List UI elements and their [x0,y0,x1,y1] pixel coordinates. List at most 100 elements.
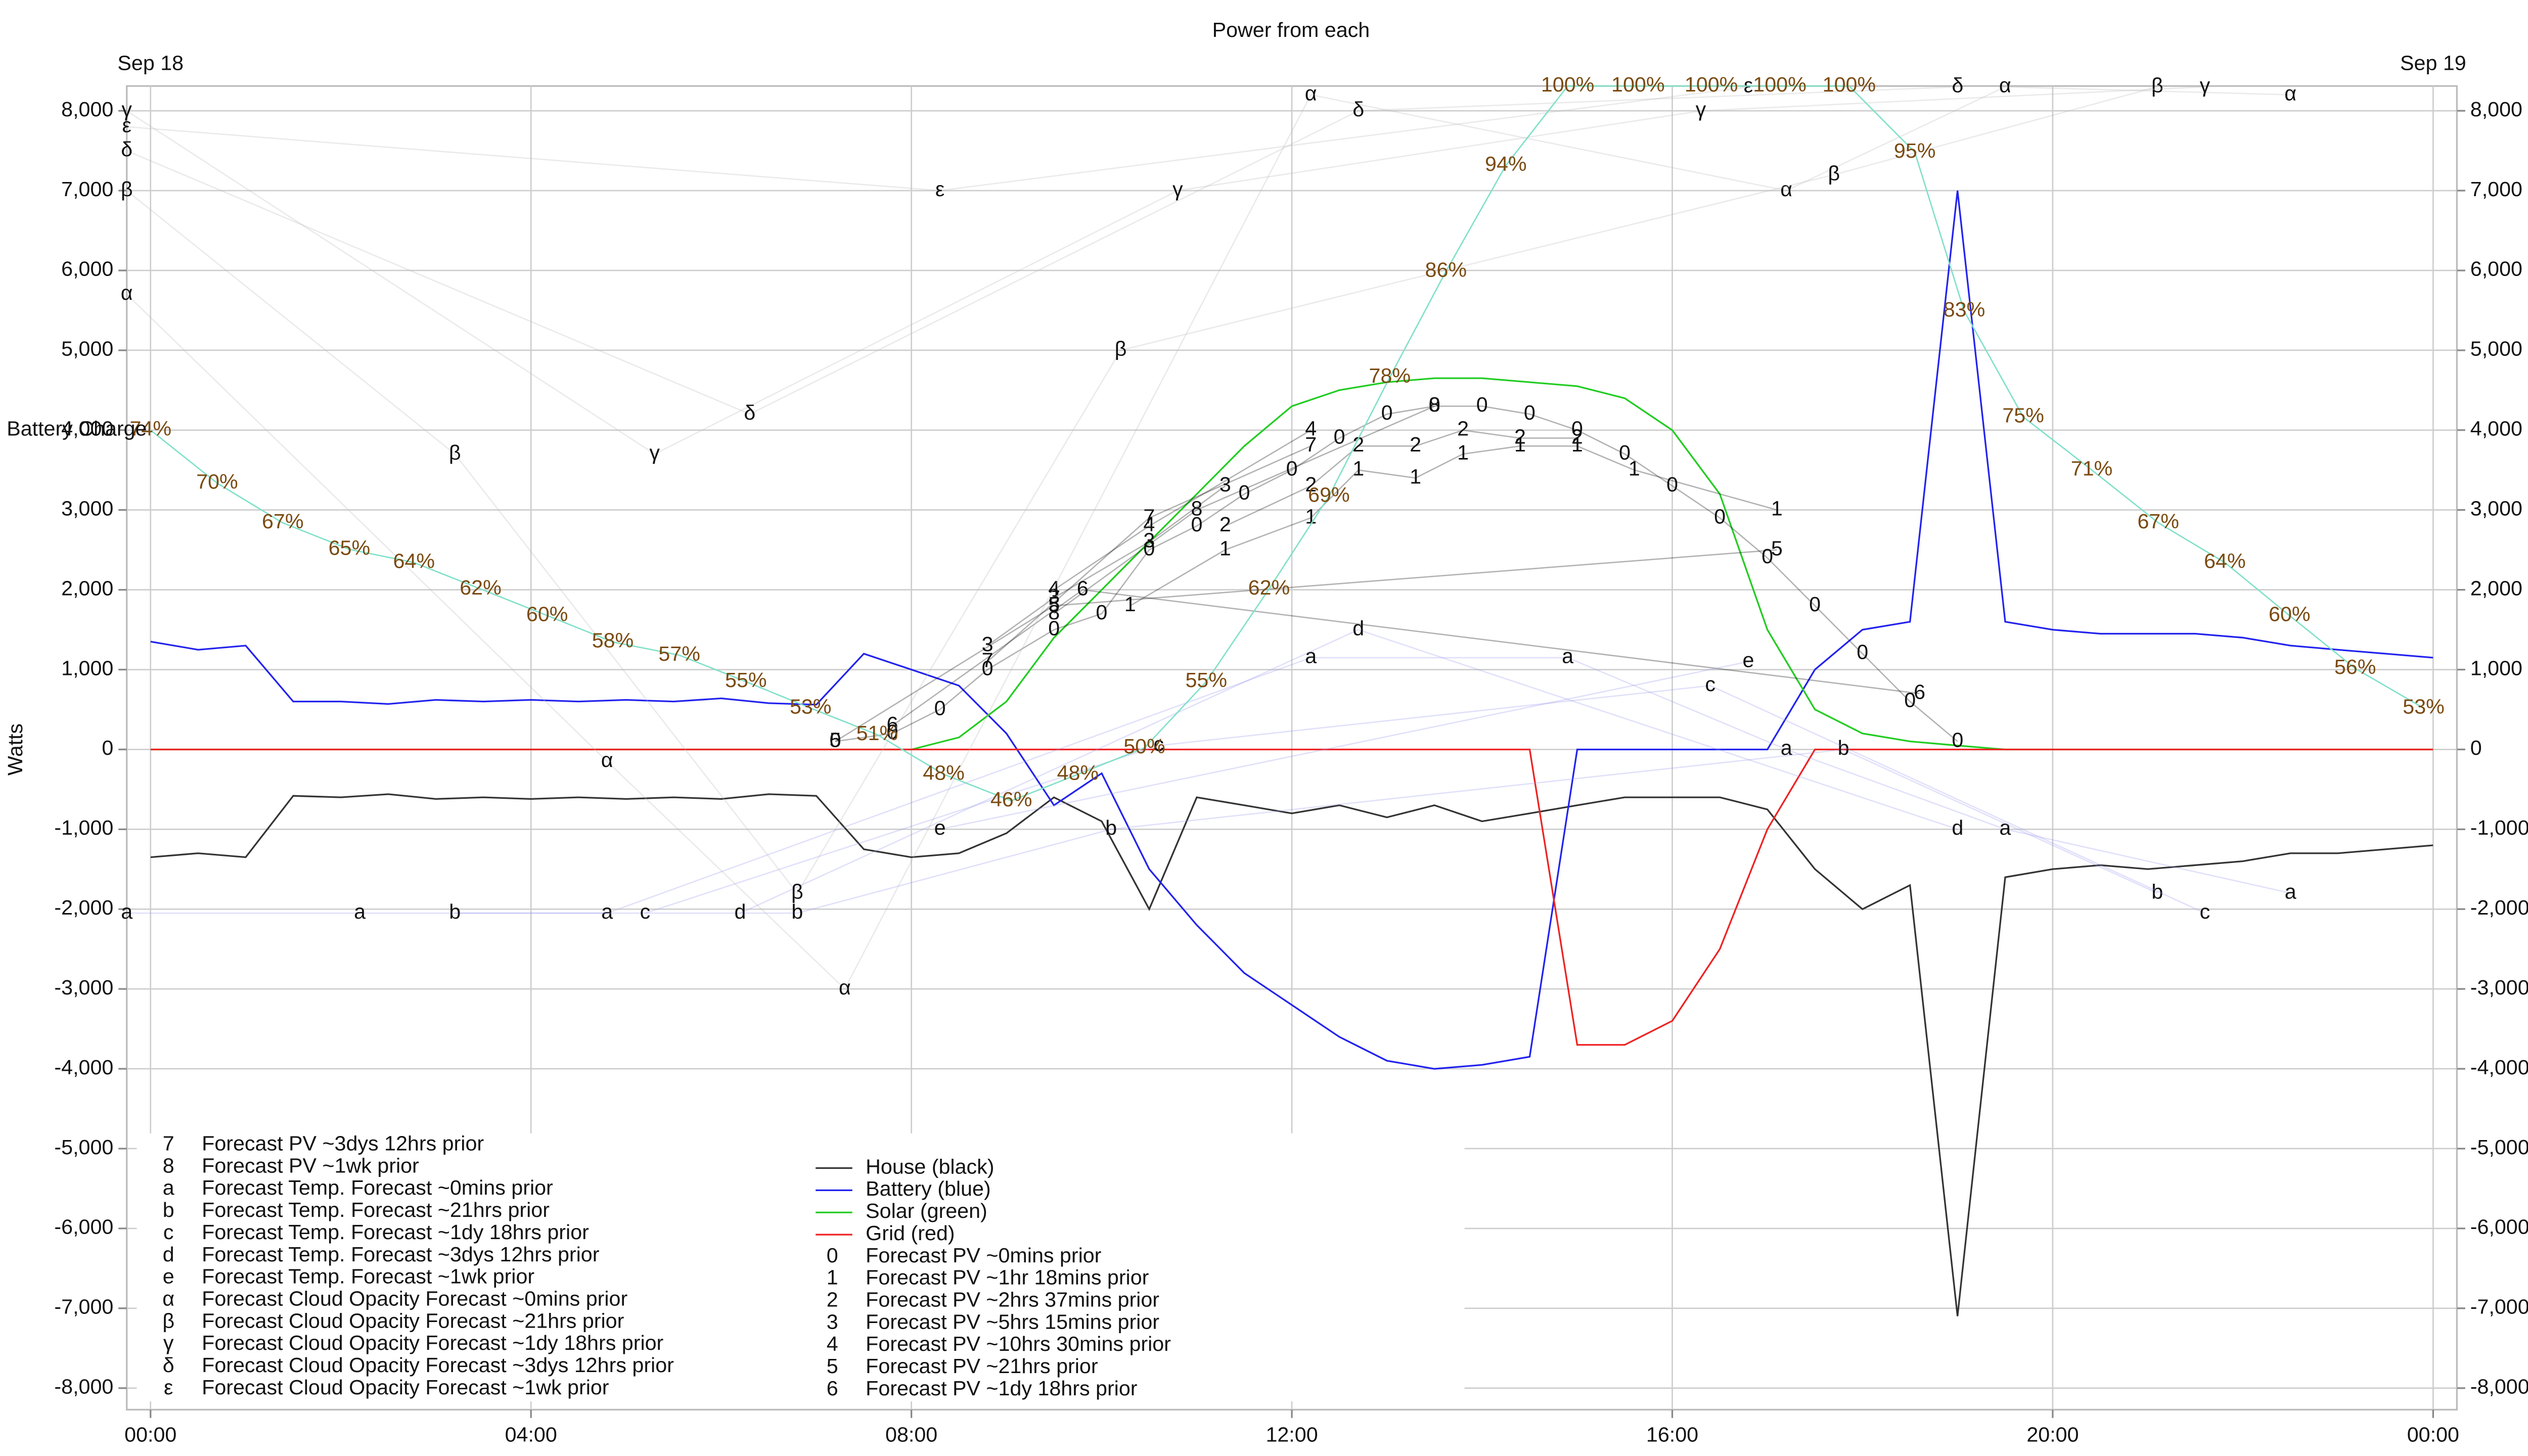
battery-charge-label: 95% [1894,139,1936,162]
legend-symbol: 1 [827,1266,838,1289]
y-tick-label: 6,000 [61,257,113,281]
y-tick-label: -4,000 [54,1056,113,1079]
y2-tick-label: -8,000 [2470,1375,2528,1398]
forecast-point: b [1105,816,1117,839]
forecast-line [645,685,2205,914]
forecast-point: 0 [1096,601,1107,624]
legend-label: Forecast Cloud Opacity Forecast ~3dys 12… [202,1353,674,1377]
forecast-point: 0 [1381,401,1393,424]
forecast-point: β [1115,337,1127,360]
y-tick-label: 0 [102,736,113,759]
battery-charge-label: 100% [1753,73,1806,96]
forecast-point: γ [649,441,660,464]
battery-charge-label: 62% [1248,576,1290,599]
forecast-point: a [601,900,613,923]
forecast-point: 0 [1952,729,1963,752]
legend-symbol: 4 [827,1332,838,1355]
forecast-point: 7 [1305,433,1317,456]
forecast-line [126,657,2291,914]
legend-symbol: α [162,1287,174,1310]
legend-label: Forecast Temp. Forecast ~0mins prior [202,1176,553,1199]
legend-label: Forecast PV ~0mins prior [866,1244,1101,1267]
y2-tick-label: 1,000 [2470,656,2522,679]
legend-symbol: 8 [163,1154,174,1177]
battery-charge-label: 48% [923,761,965,785]
forecast-point: δ [1352,98,1364,121]
y2-tick-label: 2,000 [2470,577,2522,600]
forecast-point: 2 [1220,513,1231,536]
legend-symbol: ε [164,1376,173,1399]
legend-label: Forecast PV ~5hrs 15mins prior [866,1310,1159,1333]
forecast-point: 4 [1048,577,1060,600]
forecast-point: 1 [1305,505,1317,528]
forecast-point: c [2200,900,2210,923]
forecast-point: 6 [1914,680,1925,704]
legend-label: Solar (green) [866,1199,987,1222]
battery-charge-label: 55% [725,668,767,692]
forecast-line [835,549,1777,742]
y2-tick-label: -1,000 [2470,816,2528,839]
forecast-line [126,86,2205,455]
forecast-point: 0 [1048,617,1060,640]
legend-symbol: a [163,1176,174,1199]
legend-symbol: 5 [827,1354,838,1378]
y-tick-label: -3,000 [54,976,113,999]
battery-charge-line [150,85,2424,802]
battery-charge-label: 53% [2403,695,2445,718]
legend-symbol: 2 [827,1288,838,1311]
legend-label: Forecast Cloud Opacity Forecast ~1dy 18h… [202,1331,663,1354]
legend-label: Forecast PV ~1hr 18mins prior [866,1266,1149,1289]
forecast-line [987,485,1226,647]
forecast-point: 1 [1771,497,1783,520]
forecast-point: γ [1696,98,1706,121]
forecast-line [126,86,2291,990]
forecast-line [126,86,2158,894]
y2-axis-label: Battery Charge [7,417,147,440]
y-tick-label: 5,000 [61,337,113,360]
forecast-point: 6 [887,712,898,736]
forecast-point: 4 [1143,513,1155,536]
forecast-point: 2 [1410,433,1421,456]
y-tick-label: 7,000 [61,177,113,201]
forecast-point: e [934,816,946,839]
forecast-point: 2 [1514,425,1526,448]
forecast-point: α [1780,177,1792,201]
forecast-point: c [1705,672,1716,696]
x-tick-label: 08:00 [885,1423,937,1446]
forecast-point: 0 [1714,505,1726,528]
forecast-point: δ [1952,74,1963,97]
forecast-point: 3 [982,632,994,656]
forecast-point: 8 [1048,601,1060,624]
y-tick-label: -5,000 [54,1135,113,1159]
forecast-point: 0 [1666,473,1678,496]
x-tick-label: 00:00 [124,1423,176,1446]
forecast-point: 1 [1124,593,1136,616]
battery-charge-label: 69% [1308,483,1350,507]
battery-charge-label: 75% [2002,404,2044,427]
forecast-point: 0 [1334,425,1345,448]
legend-label: Forecast Cloud Opacity Forecast ~21hrs p… [202,1309,624,1333]
chart-title: Power from each [1212,18,1370,41]
forecast-point: β [1828,161,1840,185]
y2-tick-label: 0 [2470,736,2482,759]
forecast-line [126,86,1958,415]
legend-label: Forecast PV ~3dys 12hrs prior [202,1132,484,1155]
forecast-point: 5 [830,729,841,752]
y2-tick-label: 8,000 [2470,98,2522,121]
battery-charge-label: 100% [1611,73,1664,96]
legend-label: Forecast PV ~2hrs 37mins prior [866,1288,1159,1311]
forecast-point: γ [121,98,132,121]
battery-charge-label: 83% [1944,298,1985,321]
legend-label: Forecast PV ~21hrs prior [866,1354,1098,1378]
forecast-point: 7 [1143,505,1155,528]
forecast-point: a [354,900,366,923]
legend-label: Forecast Cloud Opacity Forecast ~0mins p… [202,1287,627,1310]
forecast-point: 5 [1048,593,1060,616]
forecast-point: d [1952,816,1963,839]
forecast-point: 0 [1476,393,1488,416]
y-tick-label: -6,000 [54,1215,113,1239]
forecast-point: 6 [1077,577,1089,600]
battery-charge-label: 58% [592,629,634,652]
forecast-point: 0 [1904,689,1916,712]
forecast-point: 0 [1619,441,1631,464]
